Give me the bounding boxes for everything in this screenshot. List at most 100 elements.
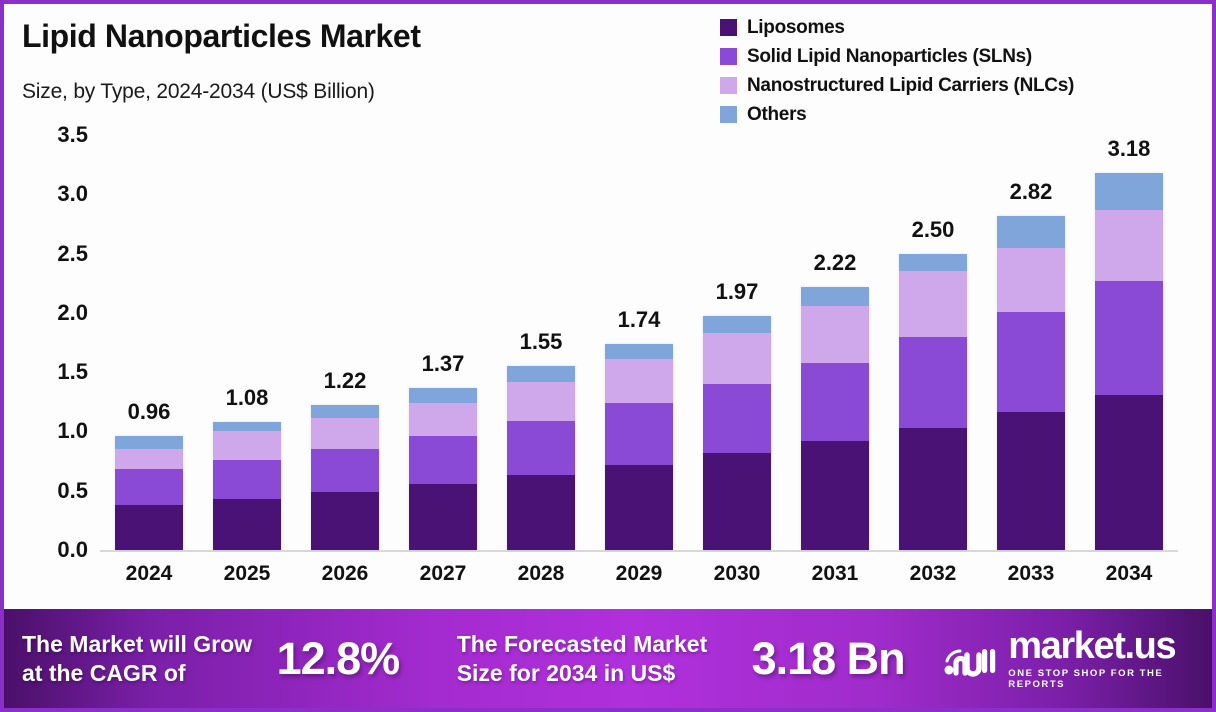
y-axis-tick-label: 2.0	[57, 299, 88, 325]
bar-total-label: 2.50	[911, 216, 955, 242]
bar-total-label: 1.22	[323, 368, 367, 394]
bar-segment[interactable]	[899, 427, 967, 550]
market-us-logo-mark	[944, 648, 996, 677]
bar-segment[interactable]	[115, 504, 183, 550]
bar-segment[interactable]	[1095, 394, 1163, 550]
bar-segment[interactable]	[507, 475, 575, 550]
legend-item[interactable]: Nanostructured Lipid Carriers (NLCs)	[720, 71, 1074, 100]
bar-segment[interactable]	[311, 405, 379, 419]
bar-group[interactable]: 2.82	[982, 179, 1080, 550]
market-us-logo-text: market.us ONE STOP SHOP FOR THE REPORTS	[1008, 627, 1212, 690]
page-title: Lipid Nanoparticles Market	[22, 18, 421, 54]
bar-group[interactable]: 1.55	[492, 329, 590, 550]
logo-tagline: ONE STOP SHOP FOR THE REPORTS	[1008, 668, 1164, 690]
y-axis-tick-label: 2.5	[57, 240, 88, 266]
bar-group[interactable]: 1.22	[296, 368, 394, 550]
bar-segment[interactable]	[409, 403, 477, 437]
bar-segment[interactable]	[801, 286, 869, 306]
stacked-bar[interactable]: 1.37	[409, 351, 477, 550]
bar-segment[interactable]	[213, 499, 281, 550]
bar-segment[interactable]	[703, 384, 771, 453]
x-axis-tick-label: 2033	[1007, 562, 1055, 585]
bar-segment[interactable]	[115, 436, 183, 450]
bar-segment[interactable]	[997, 311, 1065, 413]
bar-segment[interactable]	[899, 336, 967, 428]
bar-segment[interactable]	[899, 271, 967, 337]
bar-segment[interactable]	[605, 359, 673, 403]
bar-segment[interactable]	[311, 449, 379, 492]
stacked-bar[interactable]: 2.50	[899, 217, 967, 550]
bar-total-label: 1.74	[617, 306, 661, 332]
y-axis-tick-label: 3.5	[57, 122, 88, 147]
bar-segment[interactable]	[899, 253, 967, 272]
y-axis-tick-label: 0.5	[57, 477, 88, 503]
bar-group[interactable]: 1.74	[590, 307, 688, 550]
bar-segment[interactable]	[115, 449, 183, 470]
bar-segment[interactable]	[213, 459, 281, 500]
bar-group[interactable]: 2.22	[786, 250, 884, 550]
legend-swatch-icon	[720, 106, 737, 123]
bar-segment[interactable]	[801, 440, 869, 550]
bar-segment[interactable]	[409, 483, 477, 550]
bar-total-label: 1.55	[519, 329, 563, 355]
bar-segment[interactable]	[605, 402, 673, 465]
bar-total-label: 0.96	[127, 399, 171, 425]
bar-segment[interactable]	[605, 464, 673, 550]
bar-total-label: 1.37	[421, 350, 465, 376]
legend-item[interactable]: Others	[720, 100, 1074, 129]
legend-item[interactable]: Solid Lipid Nanoparticles (SLNs)	[720, 42, 1074, 71]
bar-segment[interactable]	[997, 215, 1065, 248]
bar-segment[interactable]	[605, 343, 673, 360]
stacked-bar[interactable]: 1.22	[311, 368, 379, 550]
legend-swatch-icon	[720, 77, 737, 94]
bar-segment[interactable]	[1095, 209, 1163, 281]
stacked-bar[interactable]: 1.97	[703, 279, 771, 550]
bar-segment[interactable]	[409, 387, 477, 403]
stacked-bar[interactable]: 1.08	[213, 385, 281, 550]
stacked-bar[interactable]: 0.96	[115, 399, 183, 550]
legend-item[interactable]: Liposomes	[720, 13, 1074, 42]
bar-total-label: 2.22	[813, 249, 857, 275]
bar-group[interactable]: 1.97	[688, 279, 786, 550]
bar-group[interactable]: 3.18	[1080, 136, 1178, 550]
bar-group[interactable]: 0.96	[100, 399, 198, 550]
bar-segment[interactable]	[507, 381, 575, 421]
bar-segment[interactable]	[1095, 172, 1163, 210]
bar-segment[interactable]	[801, 362, 869, 441]
x-axis-tick-label: 2027	[419, 562, 467, 585]
bar-segment[interactable]	[997, 412, 1065, 550]
forecast-value: 3.18 Bn	[751, 632, 906, 684]
y-axis-tick-label: 1.0	[57, 418, 88, 444]
forecast-caption: The Forecasted Market Size for 2034 in U…	[456, 631, 708, 686]
bar-group[interactable]: 1.37	[394, 351, 492, 550]
bar-total-label: 2.82	[1009, 178, 1053, 204]
bar-segment[interactable]	[1095, 280, 1163, 395]
x-axis-tick-label: 2024	[125, 562, 173, 585]
bar-segment[interactable]	[115, 469, 183, 505]
bar-segment[interactable]	[213, 431, 281, 460]
stacked-bar[interactable]: 1.55	[507, 329, 575, 550]
summary-banner: The Market will Grow at the CAGR of 12.8…	[4, 609, 1212, 708]
bar-segment[interactable]	[703, 316, 771, 334]
stacked-bar[interactable]: 1.74	[605, 307, 673, 550]
bar-segment[interactable]	[703, 452, 771, 550]
logo-wordmark: market.us	[1008, 625, 1176, 667]
bar-segment[interactable]	[409, 436, 477, 484]
chart-header: Lipid Nanoparticles Market Size, by Type…	[4, 4, 1212, 122]
market-us-logo[interactable]: market.us ONE STOP SHOP FOR THE REPORTS	[943, 627, 1212, 690]
bar-segment[interactable]	[801, 305, 869, 363]
cagr-value: 12.8%	[276, 632, 401, 684]
stacked-bar[interactable]: 2.22	[801, 250, 869, 550]
bar-segment[interactable]	[507, 420, 575, 476]
stacked-bar[interactable]: 3.18	[1095, 136, 1163, 550]
bar-segment[interactable]	[213, 421, 281, 432]
bar-group[interactable]: 2.50	[884, 217, 982, 550]
bar-segment[interactable]	[997, 247, 1065, 312]
bar-segment[interactable]	[507, 366, 575, 382]
bar-segment[interactable]	[703, 333, 771, 385]
legend-item-label: Solid Lipid Nanoparticles (SLNs)	[747, 45, 1032, 67]
stacked-bar[interactable]: 2.82	[997, 179, 1065, 550]
bar-group[interactable]: 1.08	[198, 385, 296, 550]
bar-segment[interactable]	[311, 491, 379, 550]
bar-segment[interactable]	[311, 418, 379, 450]
